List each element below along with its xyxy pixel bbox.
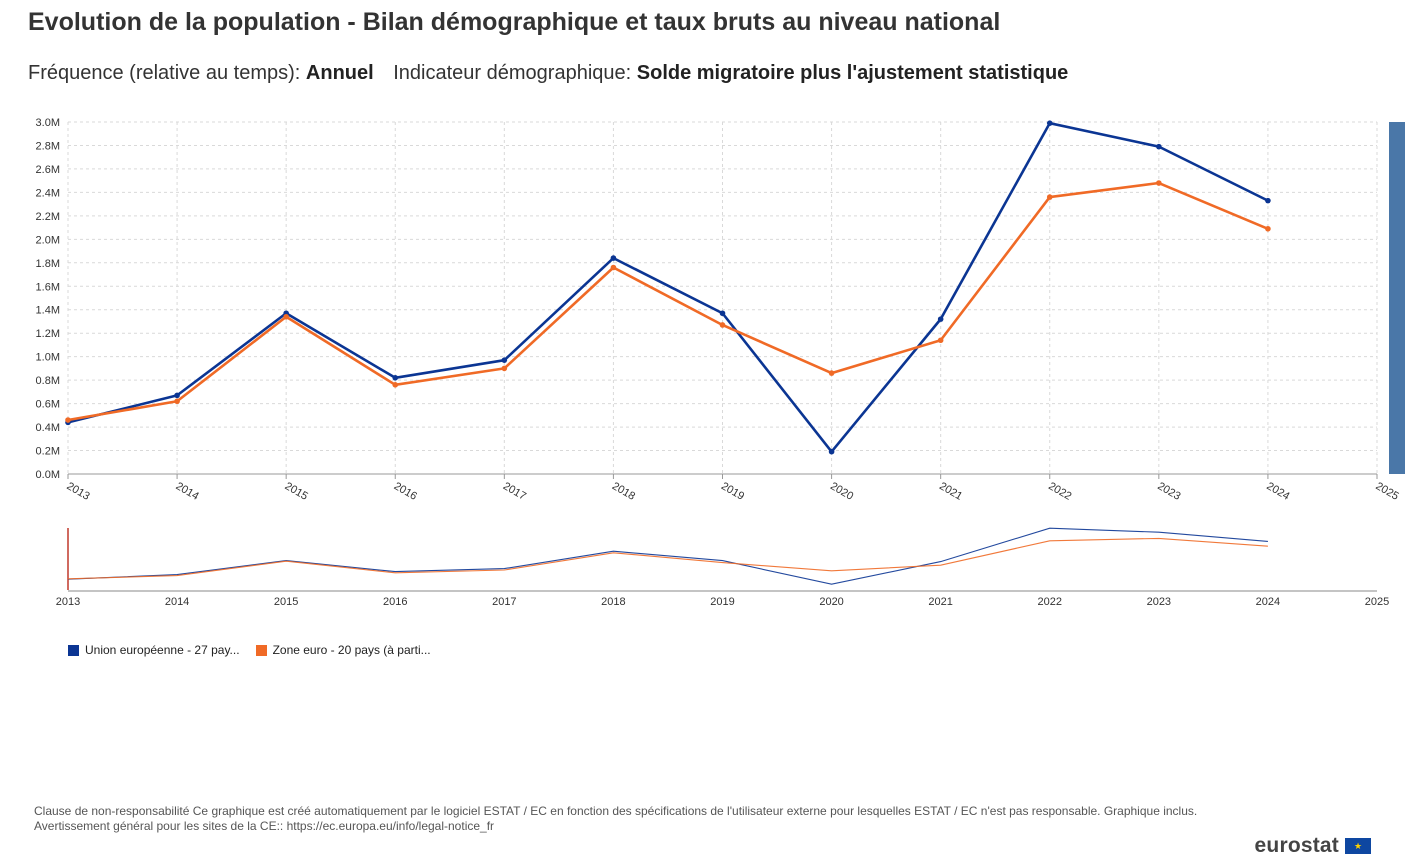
data-point — [1265, 197, 1271, 204]
chart-grid — [67, 121, 1378, 475]
data-point — [174, 398, 180, 405]
y-tick-label: 0.8M — [36, 375, 60, 387]
chart-series — [65, 120, 1271, 455]
x-tick-label: 2016 — [392, 480, 419, 503]
data-point — [937, 316, 944, 322]
navigator-tick-label: 2017 — [492, 596, 516, 608]
navigator-tick-label: 2024 — [1256, 596, 1280, 608]
navigator-tick-label: 2022 — [1038, 596, 1062, 608]
navigator-tick-label: 2015 — [274, 596, 298, 608]
data-point — [65, 417, 71, 423]
data-point — [828, 370, 835, 376]
y-tick-label: 3.0M — [36, 117, 60, 129]
x-tick-label: 2017 — [501, 480, 528, 503]
legend-label-euro-area: Zone euro - 20 pays (à parti... — [272, 643, 431, 657]
legend-label-eu27: Union européenne - 27 pay... — [85, 643, 240, 657]
disclaimer-line-1: Clause de non-responsabilité Ce graphiqu… — [34, 804, 1198, 818]
navigator-line-1 — [67, 537, 1268, 580]
y-tick-label: 2.2M — [36, 211, 60, 223]
chart-title: Evolution de la population - Bilan démog… — [28, 8, 1001, 36]
y-tick-label: 2.8M — [36, 140, 60, 152]
y-tick-label: 0.4M — [36, 422, 60, 434]
x-tick-label: 2018 — [610, 480, 637, 503]
y-axis: 0.0M 0.2M 0.4M 0.6M 0.8M 1.0M 1.2M 1.4M 1.6M 1.8M… — [36, 117, 60, 481]
navigator-tick-label: 2025 — [1365, 596, 1389, 608]
data-point — [1265, 225, 1271, 232]
data-point — [610, 255, 617, 261]
navigator-tick-label: 2020 — [819, 596, 843, 608]
legend-swatch-euro-area — [255, 644, 267, 656]
data-point — [828, 448, 835, 455]
data-point — [1156, 180, 1162, 186]
legend-item-euro-area[interactable]: Zone euro - 20 pays (à parti... — [255, 643, 431, 657]
data-point — [1156, 143, 1162, 150]
navigator-line-0 — [67, 527, 1268, 585]
x-tick-label: 2021 — [937, 480, 964, 503]
y-tick-label: 1.4M — [36, 305, 60, 317]
y-tick-label: 1.8M — [36, 258, 60, 270]
indicator-value: Solde migratoire plus l'ajustement stati… — [636, 62, 1069, 84]
legend-swatch-eu27 — [68, 644, 79, 656]
indicator-label: Indicateur démographique: — [393, 62, 632, 84]
eurostat-logo[interactable]: eurostat — [1255, 834, 1371, 858]
logo-text: eurostat — [1254, 834, 1339, 857]
y-tick-label: 0.6M — [36, 399, 60, 411]
y-tick-label: 2.0M — [36, 234, 60, 246]
data-point — [392, 382, 399, 388]
data-point — [392, 374, 399, 381]
navigator-tick-label: 2023 — [1147, 596, 1171, 608]
disclaimer: Clause de non-responsabilité Ce graphiqu… — [34, 804, 1197, 834]
x-tick-label: 2022 — [1046, 480, 1073, 503]
data-point — [174, 392, 180, 399]
y-tick-label: 0.0M — [36, 469, 60, 481]
data-point — [719, 322, 726, 328]
navigator-tick-label: 2019 — [710, 596, 734, 608]
data-point — [719, 310, 726, 317]
data-point — [501, 365, 508, 372]
navigator-tick-label: 2021 — [928, 596, 952, 608]
y-tick-label: 1.6M — [36, 281, 60, 293]
y-tick-label: 2.6M — [36, 164, 60, 176]
y-tick-label: 2.4M — [36, 187, 60, 199]
data-point — [1046, 120, 1053, 126]
y-tick-label: 1.0M — [36, 352, 60, 364]
x-tick-label: 2013 — [65, 480, 92, 503]
series-line-1 — [67, 181, 1269, 422]
x-tick-label: 2024 — [1264, 480, 1291, 503]
disclaimer-line-2: Avertissement général pour les sites de … — [34, 819, 495, 833]
data-point — [937, 337, 944, 344]
x-axis: 2013 2014 2015 2016 2017 2018 2019 2020 2021 2022… — [65, 474, 1401, 503]
frequency-value: Annuel — [305, 62, 374, 84]
scrollbar-thumb[interactable] — [1389, 122, 1405, 474]
navigator-tick-label: 2014 — [165, 596, 189, 608]
data-point — [501, 357, 508, 363]
navigator-tick-label: 2013 — [56, 596, 80, 608]
x-tick-label: 2014 — [174, 480, 201, 503]
x-tick-label: 2023 — [1155, 480, 1182, 503]
eu-flag-icon — [1345, 838, 1371, 854]
y-tick-label: 1.2M — [36, 328, 60, 340]
x-tick-label: 2019 — [719, 480, 746, 503]
data-point — [283, 313, 289, 320]
x-tick-label: 2020 — [828, 480, 855, 503]
data-point — [1046, 194, 1053, 200]
x-tick-label: 2015 — [283, 480, 310, 503]
y-tick-label: 0.2M — [36, 446, 60, 458]
chart-subtitle: Fréquence (relative au temps): Annuel In… — [28, 62, 1068, 85]
legend-item-eu27[interactable]: Union européenne - 27 pay... — [68, 643, 240, 657]
series-line-0 — [67, 121, 1269, 454]
frequency-label: Fréquence (relative au temps): — [28, 62, 301, 84]
x-tick-label: 2025 — [1374, 480, 1401, 503]
navigator-tick-label: 2018 — [601, 596, 625, 608]
navigator-tick-label: 2016 — [383, 596, 407, 608]
data-point — [610, 264, 617, 271]
navigator: 2013 2014 2015 2016 2017 2018 2019 2020 2021 2022… — [56, 527, 1389, 608]
legend: Union européenne - 27 pay... Zone euro -… — [68, 643, 431, 657]
